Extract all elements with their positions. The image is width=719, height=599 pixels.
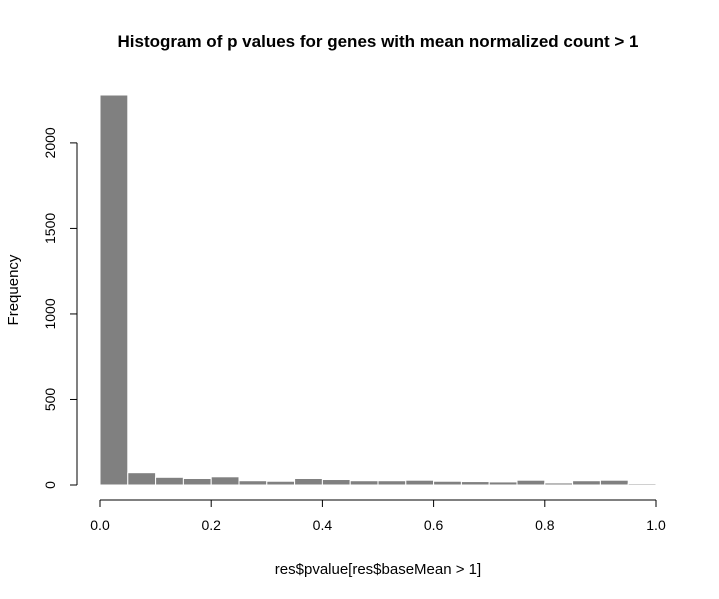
y-axis: 0 500 1000 1500 2000 — [42, 127, 78, 489]
histogram-bar — [321, 479, 351, 486]
histogram-bar — [238, 480, 268, 486]
histogram-bar — [572, 480, 601, 486]
y-tick-label: 500 — [42, 388, 58, 412]
histogram-bar — [627, 483, 657, 486]
x-axis-label: res$pvalue[res$baseMean > 1] — [275, 561, 481, 578]
bars-group — [99, 94, 657, 486]
histogram-bar — [377, 480, 407, 486]
histogram-bar — [405, 479, 435, 486]
histogram-bar — [99, 94, 129, 486]
histogram-bar — [349, 480, 379, 486]
y-tick-label: 2000 — [42, 127, 58, 158]
x-tick-label: 0.4 — [313, 517, 333, 533]
x-tick-label: 0.6 — [424, 517, 444, 533]
histogram-bar — [210, 476, 240, 486]
x-axis: 0.0 0.2 0.4 0.6 0.8 1.0 — [90, 499, 666, 533]
histogram-bar — [294, 478, 323, 486]
histogram-bar — [516, 479, 546, 486]
chart-title: Histogram of p values for genes with mea… — [118, 32, 639, 51]
x-tick-label: 0.0 — [90, 517, 110, 533]
y-tick-label: 1000 — [42, 298, 58, 329]
histogram-bar — [599, 479, 629, 486]
y-axis-label: Frequency — [5, 254, 22, 325]
histogram-bar — [460, 481, 490, 486]
histogram-bar — [127, 472, 157, 486]
x-tick-label: 0.8 — [535, 517, 555, 533]
histogram-bar — [266, 480, 296, 486]
y-tick-label: 1500 — [42, 213, 58, 244]
x-tick-label: 0.2 — [201, 517, 221, 533]
histogram-bar — [544, 482, 574, 486]
histogram-bar — [433, 480, 462, 486]
y-tick-label: 0 — [42, 481, 58, 489]
x-tick-label: 1.0 — [646, 517, 666, 533]
histogram-bar — [155, 476, 184, 486]
histogram-bar — [488, 481, 518, 486]
histogram-bar — [182, 478, 212, 486]
